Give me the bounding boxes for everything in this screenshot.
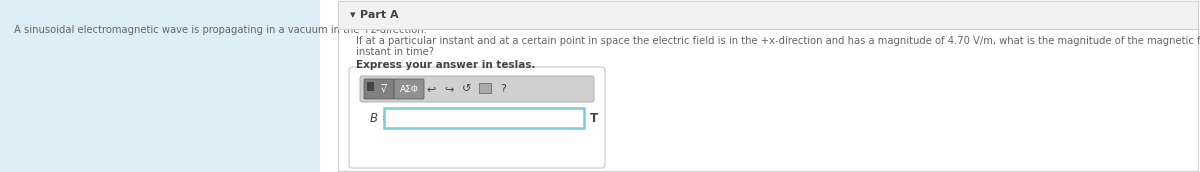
Text: T: T xyxy=(590,111,598,125)
Bar xyxy=(367,82,374,91)
Text: ?: ? xyxy=(500,84,506,94)
Text: ↪: ↪ xyxy=(444,84,454,94)
FancyBboxPatch shape xyxy=(364,79,394,99)
FancyBboxPatch shape xyxy=(394,79,424,99)
Text: instant in time?: instant in time? xyxy=(356,47,434,57)
FancyBboxPatch shape xyxy=(349,67,605,168)
Text: A sinusoidal electromagnetic wave is propagating in a vacuum in the +z-direction: A sinusoidal electromagnetic wave is pro… xyxy=(14,25,427,35)
Text: √̅: √̅ xyxy=(380,84,388,94)
Text: B =: B = xyxy=(370,111,391,125)
Bar xyxy=(338,1,1198,29)
Text: If at a particular instant and at a certain point in space the electric field is: If at a particular instant and at a cert… xyxy=(356,36,1200,46)
Text: ↺: ↺ xyxy=(462,84,472,94)
Bar xyxy=(0,0,320,172)
Text: AΣΦ: AΣΦ xyxy=(400,84,419,94)
Bar xyxy=(384,108,584,128)
Text: Express your answer in teslas.: Express your answer in teslas. xyxy=(356,60,535,70)
Bar xyxy=(338,1,1198,171)
Text: ▾: ▾ xyxy=(350,10,355,20)
Text: ↩: ↩ xyxy=(426,84,436,94)
FancyBboxPatch shape xyxy=(360,76,594,102)
Text: Part A: Part A xyxy=(360,10,398,20)
Bar xyxy=(479,83,491,93)
